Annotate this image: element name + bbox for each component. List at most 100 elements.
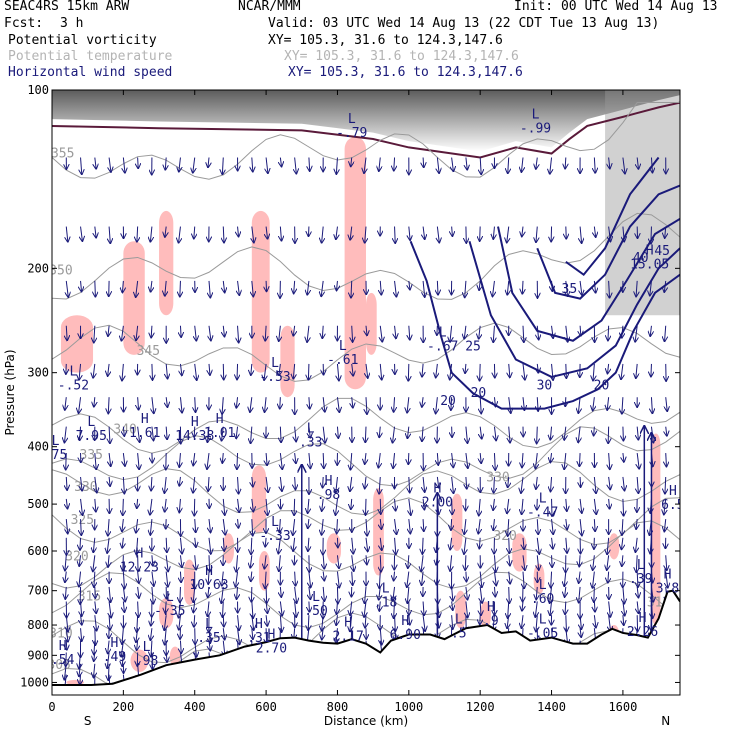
wind-vector-94: [123, 426, 124, 436]
wind-vector-38: [81, 615, 82, 624]
wind-vector-279: [252, 498, 254, 511]
wind-vector-26: [79, 363, 80, 380]
wind-vector-301: [264, 555, 266, 568]
wind-vector-659: [552, 519, 554, 534]
wind-vector-125: [138, 601, 139, 617]
wind-vector-516: [437, 476, 438, 488]
wind-vector-438: [380, 325, 382, 342]
wind-vector-370: [322, 498, 323, 511]
wind-vector-336: [293, 537, 295, 551]
wind-vector-237: [222, 397, 223, 414]
stratosphere-shading: [52, 90, 680, 316]
wind-vector-546: [465, 280, 466, 297]
wind-vector-374: [323, 571, 324, 581]
wind-vector-392: [337, 571, 339, 588]
wind-vector-308: [280, 226, 281, 241]
wind-vector-692: [579, 453, 580, 466]
wind-vector-426: [366, 519, 367, 536]
wind-vector-62: [94, 640, 95, 655]
wind-vector-768: [635, 537, 637, 552]
pv-extremum-type-23: L: [312, 590, 320, 605]
wind-vector-634: [537, 325, 538, 340]
org-name: NCAR/MMM: [238, 0, 301, 14]
wind-vector-238: [222, 426, 224, 441]
pv-extremum-value-13: .98: [317, 488, 340, 503]
y-tick-label-9: 1000: [20, 675, 49, 689]
wind-vector-671: [566, 363, 567, 378]
wind-vector-123: [138, 571, 139, 583]
wind-vector-346: [307, 325, 309, 342]
wind-vector-101: [123, 571, 124, 589]
wind-vector-315: [280, 476, 282, 491]
wind-speed-label-1: 25: [465, 339, 481, 354]
pv-extremum-type-5: L: [271, 356, 279, 371]
wind-vector-100: [123, 555, 124, 570]
wind-vector-465: [395, 537, 396, 554]
wind-vector-795: [664, 280, 665, 292]
wind-vector-411: [352, 571, 353, 585]
wind-vector-152: [165, 157, 166, 170]
legend-xy-wind: XY= 105.3, 31.6 to 124.3,147.6: [288, 65, 523, 80]
wind-vector-168: [164, 615, 166, 630]
wind-vector-179: [179, 453, 180, 467]
wind-vector-329: [293, 363, 294, 379]
wind-vector-84: [108, 640, 109, 654]
wind-vector-772: [637, 601, 638, 613]
wind-vector-761: [636, 363, 637, 378]
y-tick-label-3: 400: [27, 440, 49, 454]
wind-vector-710: [594, 426, 595, 436]
pv-extremum-value-23: .50: [304, 604, 327, 619]
wind-vector-579: [493, 226, 494, 239]
terrain-line: [52, 589, 680, 687]
wind-vector-565: [480, 363, 481, 381]
terrain: [52, 589, 680, 695]
wind-vector-289: [266, 157, 268, 174]
wind-vector-368: [323, 453, 324, 468]
wind-vector-135: [152, 363, 153, 380]
wind-vector-239: [222, 452, 223, 463]
wind-vector-491: [423, 226, 425, 240]
pv-extremum-value-19: 10.63: [189, 578, 228, 593]
wind-vector-690: [578, 397, 580, 413]
pv-region-6: [366, 292, 377, 355]
wind-vector-581: [493, 325, 494, 342]
wind-vector-229: [209, 628, 210, 643]
wind-vector-67: [109, 226, 110, 244]
pv-extremum-type-33: L: [539, 613, 547, 628]
wind-vector-505: [423, 601, 424, 615]
wind-vector-158: [166, 426, 167, 440]
wind-vector-720: [594, 615, 596, 627]
theta-label-5: 330: [74, 480, 97, 495]
wind-vector-183: [180, 537, 182, 554]
wind-vector-530: [450, 363, 452, 379]
wind-vector-378: [322, 628, 323, 639]
wind-vector-278: [252, 476, 253, 487]
wind-vector-464: [395, 519, 397, 534]
pv-extremum-type-18: H: [136, 547, 144, 562]
wind-vector-596: [507, 226, 509, 243]
pv-extremum-type-10: H: [646, 243, 654, 258]
wind-vector-771: [637, 586, 638, 597]
wind-vector-387: [336, 476, 338, 492]
wind-vector-105: [122, 628, 123, 644]
wind-vector-687: [580, 280, 582, 295]
wind-vector-173: [179, 226, 181, 243]
legend-label-wind: Horizontal wind speed: [8, 65, 173, 80]
pv-region-3: [251, 210, 270, 373]
wind-vector-243: [223, 537, 224, 551]
pv-extremum-value-17: -.33: [259, 529, 290, 544]
wind-vector-202: [195, 519, 196, 532]
pv-extremum-type-25: L: [539, 578, 547, 593]
terrain-fill: [52, 590, 680, 695]
wind-vector-454: [394, 157, 395, 171]
wind-vector-442: [378, 452, 380, 468]
x-tick-label-1: 200: [113, 700, 135, 714]
wind-vector-414: [350, 615, 352, 631]
wind-vector-805: [666, 555, 667, 570]
wind-vector-409: [352, 537, 354, 554]
wind-vector-751: [622, 555, 623, 566]
wind-vector-542: [452, 615, 453, 629]
wind-vector-265: [237, 586, 238, 599]
wind-vector-499: [423, 498, 424, 510]
pv-extremum-value-18: 12.23: [120, 561, 159, 576]
